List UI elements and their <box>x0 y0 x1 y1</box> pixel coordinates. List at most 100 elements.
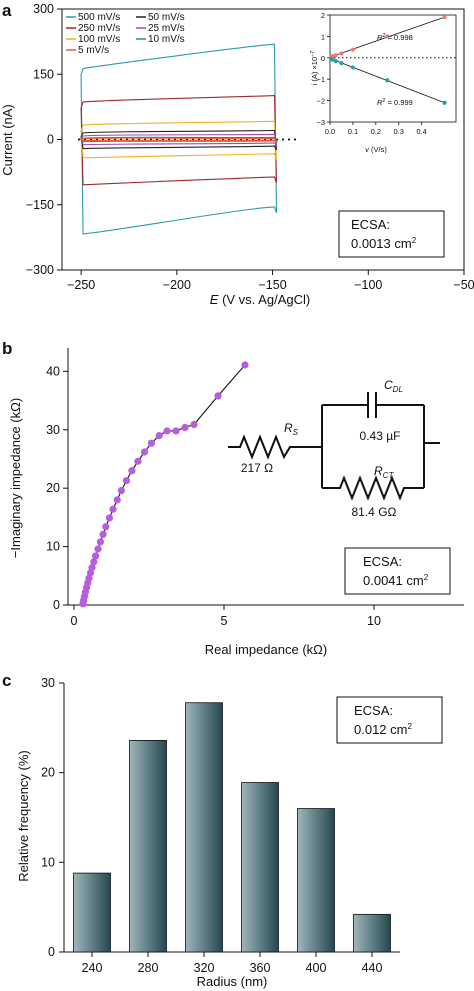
nyquist-point <box>128 467 136 475</box>
inset-y-label: i (A) ×10−7 <box>310 51 319 86</box>
ecsa-value-c: 0.012 cm2 <box>354 722 412 737</box>
nyquist-point <box>172 427 180 435</box>
chart-panel-a: −250 −200 −150 −100 −50 −300 −150 0 150 300 500 … <box>0 2 474 307</box>
rs-label: RS <box>284 421 299 437</box>
y-tick-label-b: 30 <box>46 423 60 437</box>
cv-curve-series <box>79 137 279 142</box>
cv-curve-series <box>80 136 278 143</box>
x-ticks-b: 0 5 10 <box>71 605 381 628</box>
nyquist-point <box>122 476 131 485</box>
legend-label: 10 mV/s <box>148 34 185 45</box>
inset-point <box>333 58 338 64</box>
nyquist-point <box>140 448 149 456</box>
inset-x-tick-label: 0.1 <box>348 127 358 136</box>
y-tick-label-b: 40 <box>46 364 60 378</box>
inset-x-tick-label: 0.0 <box>325 127 335 136</box>
inset-r2-cathodic-sup: 2 <box>382 98 385 104</box>
nyquist-point <box>241 361 249 369</box>
panel-label-b: b <box>2 339 12 358</box>
ecsa-value-c-sup: 2 <box>407 722 412 731</box>
nyquist-point <box>163 427 171 435</box>
nyquist-series <box>79 361 249 608</box>
nyquist-point <box>105 514 113 522</box>
y-axis-label-c: Relative frequency (%) <box>16 750 31 882</box>
nyquist-point <box>181 423 189 432</box>
circuit-right-rail <box>423 405 440 488</box>
bars: 240 280 320 360 400 440 <box>73 702 391 975</box>
x-tick-label-a: −50 <box>453 278 474 292</box>
panel-label-a: a <box>2 1 12 20</box>
x-tick-label-c: 440 <box>362 961 383 975</box>
x-tick-label-c: 320 <box>194 961 215 975</box>
inset-frame <box>329 14 457 123</box>
nyquist-point <box>99 530 107 538</box>
nyquist-point <box>113 496 121 504</box>
ecsa-box-c-frame <box>336 696 443 744</box>
legend-label: 100 mV/s <box>78 34 120 45</box>
ecsa-label-b: ECSA: <box>363 554 402 569</box>
x-tick-label-b: 10 <box>367 614 381 628</box>
chart-panel-c: 0 10 20 30 240 280 320 360 400 440 Radius (nm) R… <box>16 676 443 989</box>
ecsa-value-a-sup: 2 <box>412 236 417 245</box>
nyquist-point <box>88 564 96 572</box>
inset-point <box>330 57 335 62</box>
ecsa-box-a-frame <box>338 210 445 258</box>
legend-label: 250 mV/s <box>78 23 120 34</box>
inset-point <box>333 53 338 58</box>
inset-r2-anodic-sup: 2 <box>382 33 385 39</box>
inset-r2-cathodic: R2 = 0.999 <box>377 98 413 107</box>
inset-point <box>442 100 447 105</box>
y-tick-label-a: 150 <box>33 67 54 81</box>
inset-y-tick-label: 0 <box>321 54 325 63</box>
x-axis-label-a-rest: (V vs. Ag/AgCl) <box>218 292 310 307</box>
panel-label-c: c <box>2 671 11 690</box>
bar <box>129 739 167 953</box>
inset-r2-anodic-r: R <box>377 33 383 42</box>
x-tick-label-c: 360 <box>250 961 271 975</box>
rct-label-sub: CT <box>383 471 395 480</box>
x-tick-label-b: 0 <box>71 614 78 628</box>
legend-label: 25 mV/s <box>148 23 185 34</box>
ecsa-value-a: 0.0013 cm2 <box>351 236 417 251</box>
y-tick-label-c: 0 <box>48 945 55 959</box>
inset-point <box>339 51 344 56</box>
capacitor-cdl-symbol <box>367 392 377 418</box>
y-ticks-a: −300 −150 0 150 300 <box>26 2 62 277</box>
inset-point <box>385 78 390 83</box>
rct-label-main: R <box>374 464 383 478</box>
inset-x-label-rest: (V/s) <box>369 145 387 154</box>
equivalent-circuit <box>228 392 440 501</box>
nyquist-point <box>147 439 155 447</box>
y-tick-label-b: 10 <box>46 540 60 554</box>
bar <box>73 872 111 953</box>
inset-point <box>339 61 344 66</box>
x-ticks-a: −250 −200 −150 −100 −50 <box>67 270 474 292</box>
rct-value: 81.4 GΩ <box>352 505 397 519</box>
rs-label-main: R <box>284 421 293 435</box>
cv-curves <box>79 43 279 235</box>
nyquist-point <box>96 538 104 546</box>
y-tick-label-a: −300 <box>26 263 54 277</box>
inset-r2-anodic-value: = 0.998 <box>385 33 412 42</box>
y-ticks-c: 0 10 20 30 <box>41 676 64 959</box>
cv-curve-series <box>80 133 278 147</box>
y-tick-label-b: 0 <box>53 598 60 612</box>
x-axis-label-c: Radius (nm) <box>197 974 268 989</box>
chart-panel-b: 0 5 10 0 10 20 30 40 Real impedance (kΩ) −Imag… <box>8 348 464 657</box>
inset-r2-anodic: R2 = 0.998 <box>377 33 413 42</box>
inset-point <box>350 47 356 52</box>
inset-r2-cathodic-value: = 0.999 <box>385 98 412 107</box>
cdl-label-main: C <box>384 378 393 392</box>
rct-label: RCT <box>374 464 394 480</box>
inset-chart: 0.0 0.1 0.2 0.3 0.4 −3 −2 −1 0 1 2 i (A) ×10−7 v (… <box>310 11 457 154</box>
inset-x-tick-label: 0.2 <box>371 127 381 136</box>
nyquist-point <box>90 558 98 566</box>
y-ticks-b: 0 10 20 30 40 <box>46 364 68 612</box>
legend-label: 50 mV/s <box>148 12 185 23</box>
y-tick-label-c: 30 <box>41 676 55 690</box>
ecsa-box-a: ECSA: 0.0013 cm2 <box>338 210 445 258</box>
nyquist-line <box>82 364 246 604</box>
x-tick-label-a: −250 <box>67 278 95 292</box>
x-tick-label-a: −150 <box>258 278 286 292</box>
